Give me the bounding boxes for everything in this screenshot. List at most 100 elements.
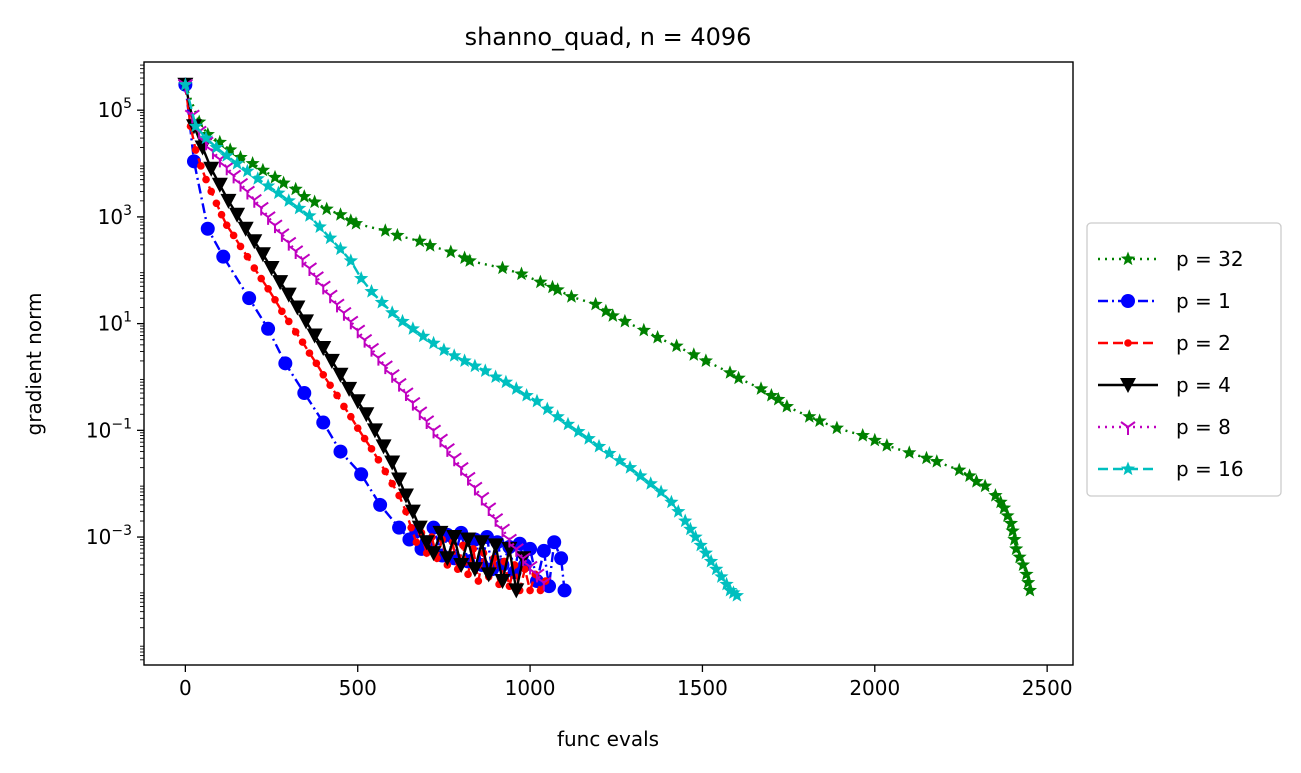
data-point bbox=[341, 381, 358, 397]
data-point bbox=[494, 574, 511, 590]
data-point bbox=[363, 342, 380, 357]
data-point bbox=[191, 146, 200, 154]
data-point bbox=[250, 264, 259, 272]
data-point bbox=[378, 223, 393, 237]
data-point bbox=[779, 399, 794, 413]
data-point bbox=[360, 434, 369, 443]
data-point bbox=[722, 582, 738, 597]
data-point bbox=[381, 467, 390, 476]
legend-item: p = 8 bbox=[1098, 415, 1231, 439]
data-point bbox=[557, 583, 572, 598]
data-point bbox=[261, 178, 276, 192]
data-point bbox=[512, 536, 527, 551]
data-point bbox=[222, 221, 231, 229]
data-point bbox=[278, 307, 286, 316]
data-point bbox=[686, 347, 701, 361]
data-point bbox=[384, 368, 400, 383]
x-tick-label: 2500 bbox=[1022, 676, 1073, 700]
legend-marker bbox=[1124, 339, 1132, 347]
y-tick-label: 10−1 bbox=[86, 416, 132, 442]
data-point bbox=[202, 175, 210, 184]
data-point bbox=[457, 250, 472, 264]
data-point bbox=[464, 570, 472, 579]
data-point bbox=[308, 271, 324, 285]
legend-label: p = 1 bbox=[1176, 289, 1231, 313]
data-point bbox=[678, 513, 693, 528]
data-point bbox=[316, 415, 331, 430]
data-point bbox=[423, 238, 438, 252]
data-point bbox=[439, 443, 455, 457]
data-point bbox=[753, 381, 769, 395]
data-point bbox=[571, 424, 586, 438]
x-tick-label: 0 bbox=[179, 676, 192, 700]
data-point bbox=[397, 488, 414, 504]
data-point bbox=[729, 588, 744, 602]
data-point bbox=[508, 583, 525, 599]
data-point bbox=[453, 461, 469, 476]
data-point bbox=[550, 282, 565, 296]
data-point bbox=[812, 413, 827, 427]
data-point bbox=[633, 468, 648, 482]
data-point bbox=[612, 453, 627, 467]
data-point bbox=[978, 478, 993, 493]
data-point bbox=[460, 471, 476, 486]
data-point bbox=[246, 234, 263, 250]
legend-item: p = 2 bbox=[1098, 331, 1231, 355]
data-point bbox=[229, 156, 245, 170]
data-point bbox=[254, 247, 271, 263]
data-point bbox=[212, 134, 227, 149]
legend-box bbox=[1086, 222, 1282, 497]
legend-marker bbox=[1120, 461, 1136, 476]
data-point bbox=[350, 324, 366, 339]
data-point bbox=[671, 504, 686, 518]
data-point bbox=[1003, 515, 1019, 530]
data-point bbox=[650, 330, 665, 344]
legend-label: p = 2 bbox=[1176, 331, 1231, 355]
x-axis: 0 500 1000 1500 2000 2500 bbox=[179, 665, 1073, 700]
data-point bbox=[598, 303, 613, 318]
data-point bbox=[425, 424, 442, 439]
data-point bbox=[554, 551, 569, 566]
data-point bbox=[550, 409, 565, 423]
data-point bbox=[993, 494, 1008, 509]
data-point bbox=[343, 213, 358, 227]
data-point bbox=[602, 445, 617, 460]
data-point bbox=[385, 305, 400, 319]
data-point bbox=[508, 543, 524, 557]
data-point bbox=[664, 494, 679, 509]
data-point bbox=[581, 431, 596, 445]
data-point bbox=[264, 284, 272, 293]
data-point bbox=[229, 231, 238, 240]
legend: p = 32 p = 1 p = 2 p = 4 p = 8 p = 16 bbox=[1086, 222, 1282, 497]
data-point bbox=[307, 194, 322, 209]
legend-item: p = 4 bbox=[1098, 373, 1231, 397]
data-point bbox=[446, 452, 462, 467]
data-point bbox=[391, 472, 408, 488]
data-point bbox=[494, 523, 511, 538]
chart-title: shanno_quad, n = 4096 bbox=[465, 23, 752, 51]
data-point bbox=[280, 287, 297, 303]
data-point bbox=[211, 177, 228, 193]
data-point bbox=[521, 565, 529, 573]
data-point bbox=[209, 140, 224, 154]
data-point bbox=[297, 386, 312, 401]
data-point bbox=[501, 533, 517, 548]
data-point bbox=[404, 504, 421, 520]
legend-item: p = 32 bbox=[1098, 247, 1244, 271]
data-point bbox=[426, 335, 441, 350]
data-point bbox=[457, 353, 472, 367]
data-point bbox=[988, 488, 1003, 502]
y-tick-label: 10−3 bbox=[86, 523, 132, 549]
data-point bbox=[547, 535, 562, 550]
data-point bbox=[1000, 508, 1015, 522]
data-point bbox=[802, 409, 817, 423]
data-point bbox=[643, 476, 658, 490]
data-point bbox=[698, 353, 713, 367]
data-point bbox=[536, 543, 551, 558]
data-point bbox=[229, 207, 246, 223]
legend-item: p = 16 bbox=[1098, 457, 1244, 481]
x-tick-label: 1500 bbox=[677, 676, 728, 700]
data-point bbox=[242, 291, 257, 306]
series-4 bbox=[177, 77, 532, 599]
data-point bbox=[771, 391, 786, 406]
